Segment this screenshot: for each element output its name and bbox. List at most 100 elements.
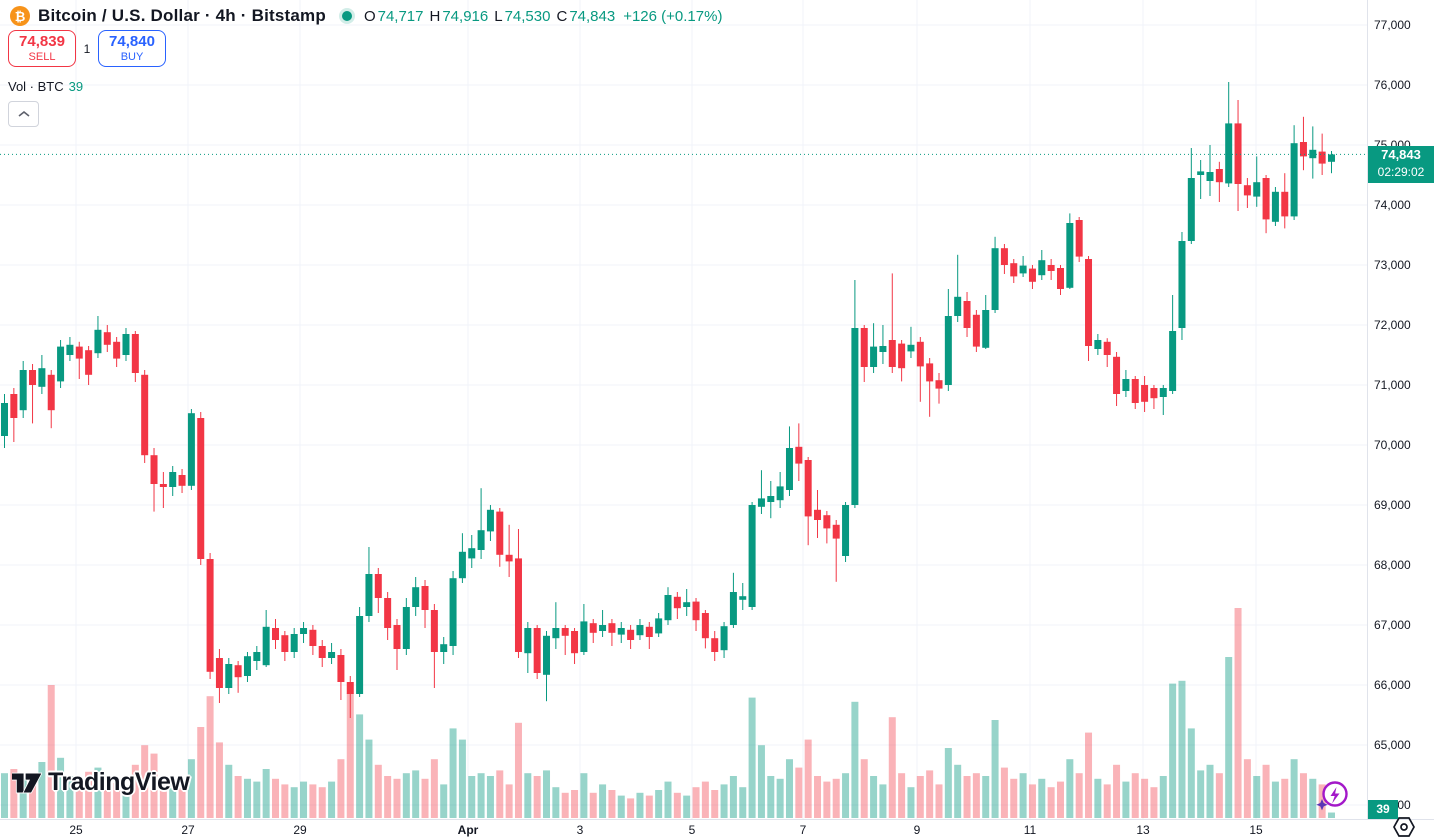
candle-body xyxy=(1103,341,1111,355)
candle-body xyxy=(169,472,177,487)
time-axis-label: 29 xyxy=(293,823,307,837)
candle-body xyxy=(290,634,298,652)
volume-bar xyxy=(402,773,410,818)
candle-body xyxy=(1028,268,1036,282)
collapse-button[interactable] xyxy=(8,101,39,127)
candle-body xyxy=(356,616,364,694)
volume-bar xyxy=(1028,784,1036,818)
price-axis-label: 68,000 xyxy=(1374,558,1411,572)
high-key: H xyxy=(429,7,441,25)
volume-bar xyxy=(197,727,205,818)
volume-bar xyxy=(589,792,597,818)
volume-bar xyxy=(944,748,952,818)
volume-bar xyxy=(57,757,65,818)
volume-bar xyxy=(617,795,625,818)
candle-body xyxy=(1253,182,1261,197)
volume-bar xyxy=(926,770,934,818)
candle-body xyxy=(206,559,214,672)
candle-body xyxy=(449,578,457,646)
candle-body xyxy=(533,628,541,673)
volume-bar xyxy=(477,773,485,818)
chart-settings-button[interactable] xyxy=(1392,816,1418,838)
candle-body xyxy=(150,455,158,484)
time-axis-label: 27 xyxy=(181,823,195,837)
candle-body xyxy=(458,551,466,579)
candle-body xyxy=(1299,142,1307,157)
candle-body xyxy=(954,296,962,316)
symbol-title[interactable]: Bitcoin / U.S. Dollar · 4h · Bitstamp xyxy=(38,6,326,25)
tradingview-mark-icon xyxy=(12,772,42,793)
volume-bar xyxy=(888,717,896,818)
candle-body xyxy=(972,314,980,347)
candle-body xyxy=(907,344,915,352)
volume-bar xyxy=(785,759,793,818)
low-key: L xyxy=(494,7,503,25)
candle-body xyxy=(1281,191,1289,217)
volume-bar xyxy=(701,781,709,818)
volume-bar xyxy=(543,770,551,818)
volume-bar xyxy=(449,728,457,818)
volume-bar xyxy=(627,798,635,818)
volume-bar xyxy=(1019,773,1027,818)
volume-bar xyxy=(683,795,691,818)
price-axis-label: 67,000 xyxy=(1374,618,1411,632)
volume-bar xyxy=(1038,778,1046,818)
candle-body xyxy=(543,635,551,675)
candle-body xyxy=(365,574,373,616)
open-key: O xyxy=(363,7,376,25)
volume-bar xyxy=(1056,781,1064,818)
candle-body xyxy=(85,350,93,375)
volume-bar xyxy=(655,790,663,818)
volume-bar xyxy=(748,697,756,818)
time-axis-label: 9 xyxy=(913,823,921,837)
volume-indicator: Vol · BTC 39 xyxy=(8,79,83,94)
volume-bar xyxy=(552,787,560,818)
volume-bar xyxy=(1243,759,1251,818)
candle-body xyxy=(1010,263,1018,277)
candle-body xyxy=(1,403,8,436)
volume-bar xyxy=(1271,781,1279,818)
candle-body xyxy=(141,374,149,456)
candle-body xyxy=(991,248,999,310)
time-axis-label: 5 xyxy=(688,823,696,837)
market-status-icon[interactable] xyxy=(341,11,352,21)
volume-bar xyxy=(272,778,280,818)
candle-body xyxy=(757,498,765,507)
price-axis-label: 72,000 xyxy=(1374,318,1411,332)
buy-button[interactable]: 74,840 BUY xyxy=(98,30,166,67)
candle-body xyxy=(1122,379,1130,391)
candle-body xyxy=(412,587,420,607)
volume-bar xyxy=(1197,770,1205,818)
candle-body xyxy=(683,602,691,607)
time-axis-label: 25 xyxy=(69,823,83,837)
volume-bar xyxy=(1000,767,1008,818)
volume-bar xyxy=(346,693,354,818)
sell-price: 74,839 xyxy=(19,33,65,51)
candle-body xyxy=(243,656,251,676)
volume-bar xyxy=(309,784,317,818)
volume-bar xyxy=(430,759,438,818)
candle-body xyxy=(1056,268,1064,289)
volume-bar xyxy=(692,787,700,818)
volume-bar xyxy=(66,776,74,818)
candle-body xyxy=(1094,340,1102,349)
sell-button[interactable]: 74,839 SELL xyxy=(8,30,76,67)
volume-bar xyxy=(1299,773,1307,818)
tradingview-logo[interactable]: TradingView xyxy=(12,768,190,797)
high-value: 74,916 xyxy=(442,7,489,25)
close-value: 74,843 xyxy=(569,7,616,25)
lightning-button[interactable] xyxy=(1314,779,1352,817)
candle-body xyxy=(225,664,233,688)
volume-bar xyxy=(860,759,868,818)
volume-bar xyxy=(243,778,251,818)
volume-bar xyxy=(1327,812,1335,818)
volume-bar xyxy=(963,776,971,818)
volume-bar xyxy=(1281,778,1289,818)
volume-bar xyxy=(580,773,588,818)
volume-axis-badge: 39 xyxy=(1368,800,1398,819)
time-axis-label: 15 xyxy=(1249,823,1263,837)
volume-bar xyxy=(458,739,466,818)
volume-bar xyxy=(1215,773,1223,818)
